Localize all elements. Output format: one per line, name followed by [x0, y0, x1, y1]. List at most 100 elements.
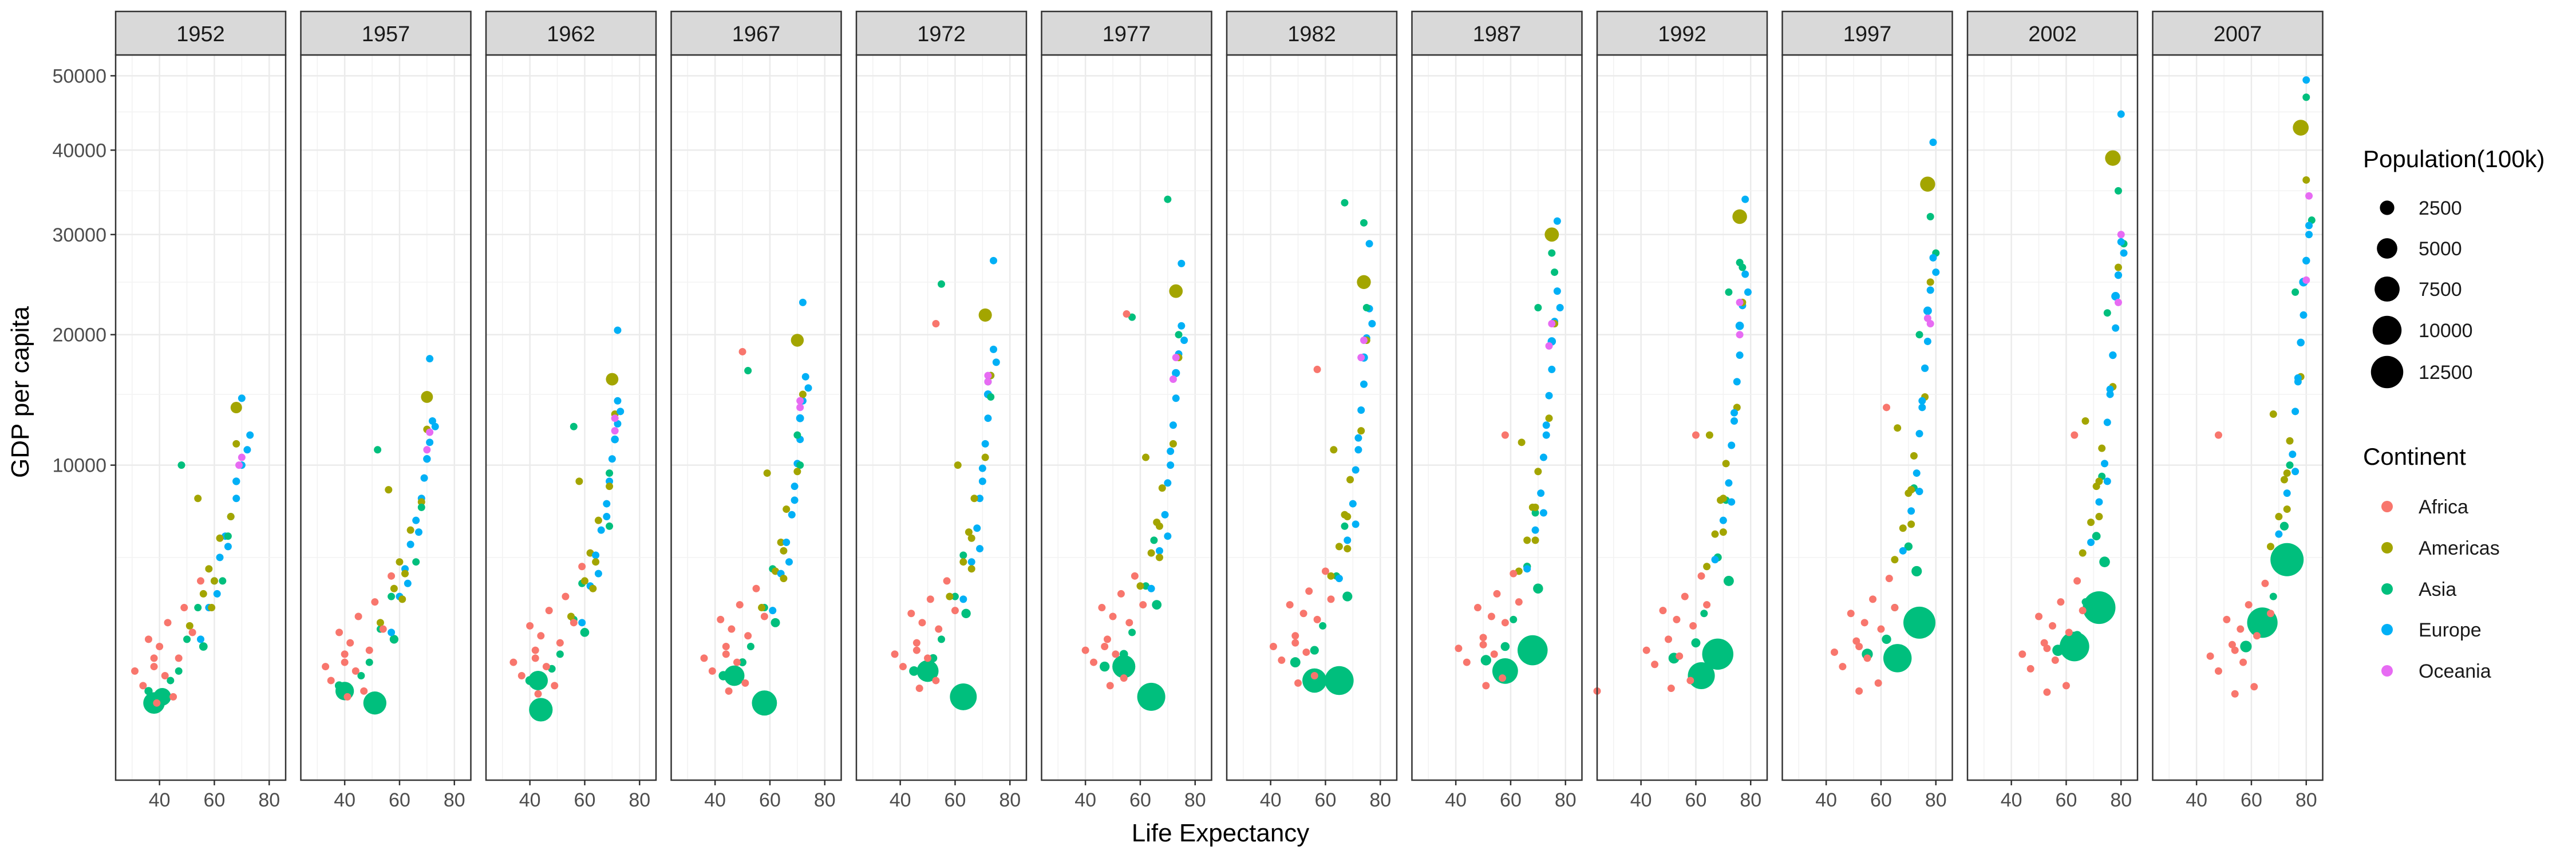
data-point [2231, 690, 2239, 698]
data-point [1705, 431, 1713, 439]
data-point [1692, 431, 1700, 439]
panel-grid [671, 55, 841, 780]
data-point [2072, 631, 2082, 641]
data-point [335, 628, 343, 636]
data-point [2269, 592, 2277, 600]
data-point [420, 474, 428, 482]
data-point [1164, 195, 1172, 203]
data-point [580, 628, 590, 637]
data-point [526, 622, 534, 630]
data-point [1291, 632, 1299, 640]
points-1962 [509, 326, 625, 722]
data-point [1319, 622, 1327, 630]
data-point [918, 619, 926, 627]
data-point [1725, 288, 1733, 296]
data-point [177, 461, 185, 469]
data-point [1357, 427, 1365, 435]
x-tick-label: 80 [1925, 789, 1947, 811]
facet-strip-label: 2002 [2028, 22, 2077, 46]
data-point [1539, 509, 1547, 517]
data-point [2305, 222, 2313, 230]
data-point [943, 577, 951, 585]
data-point [2266, 610, 2274, 618]
data-point [708, 667, 716, 675]
data-point [1548, 365, 1556, 373]
data-point [1302, 648, 1310, 656]
data-point [1152, 600, 1162, 610]
facet-strip [670, 10, 842, 56]
size-legend-title: Population(100k) [2363, 145, 2545, 172]
data-point [783, 538, 791, 546]
points-1997 [1831, 139, 1940, 695]
data-point [351, 667, 359, 675]
data-point [1313, 615, 1321, 623]
data-point [2206, 652, 2214, 660]
data-point [741, 679, 749, 687]
data-point [2087, 519, 2095, 527]
data-point [2026, 665, 2034, 673]
data-point [2223, 615, 2231, 623]
x-tick-label: 60 [1500, 789, 1522, 811]
data-point [1327, 595, 1335, 603]
data-point [388, 628, 396, 636]
facet-strip-label: 1982 [1287, 22, 1336, 46]
data-point [606, 522, 614, 530]
data-point [1711, 556, 1719, 564]
size-legend-label: 2500 [2419, 197, 2462, 219]
data-point [1172, 394, 1180, 402]
data-point [929, 654, 938, 662]
data-point [2291, 408, 2300, 416]
x-tick-label: 60 [1685, 789, 1707, 811]
panel-grid [1227, 55, 1397, 780]
data-point [341, 650, 349, 658]
panel-background [856, 55, 1026, 780]
data-point [1490, 650, 1498, 658]
data-point [799, 298, 807, 306]
data-point [322, 663, 330, 671]
facet-strip [1966, 10, 2139, 56]
x-tick-label: 40 [334, 789, 355, 811]
data-point [2114, 263, 2122, 271]
data-point [238, 453, 246, 461]
data-point [232, 495, 240, 503]
data-point [1480, 655, 1492, 666]
data-point [2275, 513, 2283, 521]
data-point [1164, 479, 1172, 487]
data-point [2087, 538, 2095, 546]
data-point [1907, 486, 1915, 494]
data-point [1921, 364, 1929, 372]
data-point [406, 526, 414, 534]
data-point [2079, 607, 2087, 615]
data-point [1352, 466, 1360, 474]
data-point [551, 682, 559, 690]
data-point [2302, 176, 2310, 184]
data-point [1724, 576, 1734, 586]
x-tick-label: 80 [1184, 789, 1206, 811]
data-point [1863, 654, 1871, 662]
data-point [951, 592, 959, 600]
data-point [2043, 688, 2051, 696]
data-point [1169, 421, 1177, 429]
data-point [1544, 227, 1559, 242]
data-point [1920, 176, 1935, 192]
data-point [208, 604, 216, 612]
data-point [976, 545, 984, 553]
data-point [199, 642, 208, 651]
data-point [417, 503, 425, 511]
points-1982 [1269, 199, 1376, 695]
data-point [431, 422, 439, 430]
color-legend-label: Asia [2419, 579, 2456, 600]
data-point [614, 326, 622, 334]
data-point [562, 592, 570, 600]
data-point [360, 687, 368, 695]
data-point [2095, 477, 2103, 485]
data-point [2040, 639, 2048, 647]
data-point [219, 577, 227, 585]
data-point [2051, 656, 2059, 664]
data-point [1659, 607, 1667, 615]
data-point [1531, 536, 1539, 544]
x-tick-label: 40 [519, 789, 541, 811]
data-point [2092, 532, 2101, 541]
data-point [1725, 479, 1733, 487]
data-point [916, 660, 939, 682]
